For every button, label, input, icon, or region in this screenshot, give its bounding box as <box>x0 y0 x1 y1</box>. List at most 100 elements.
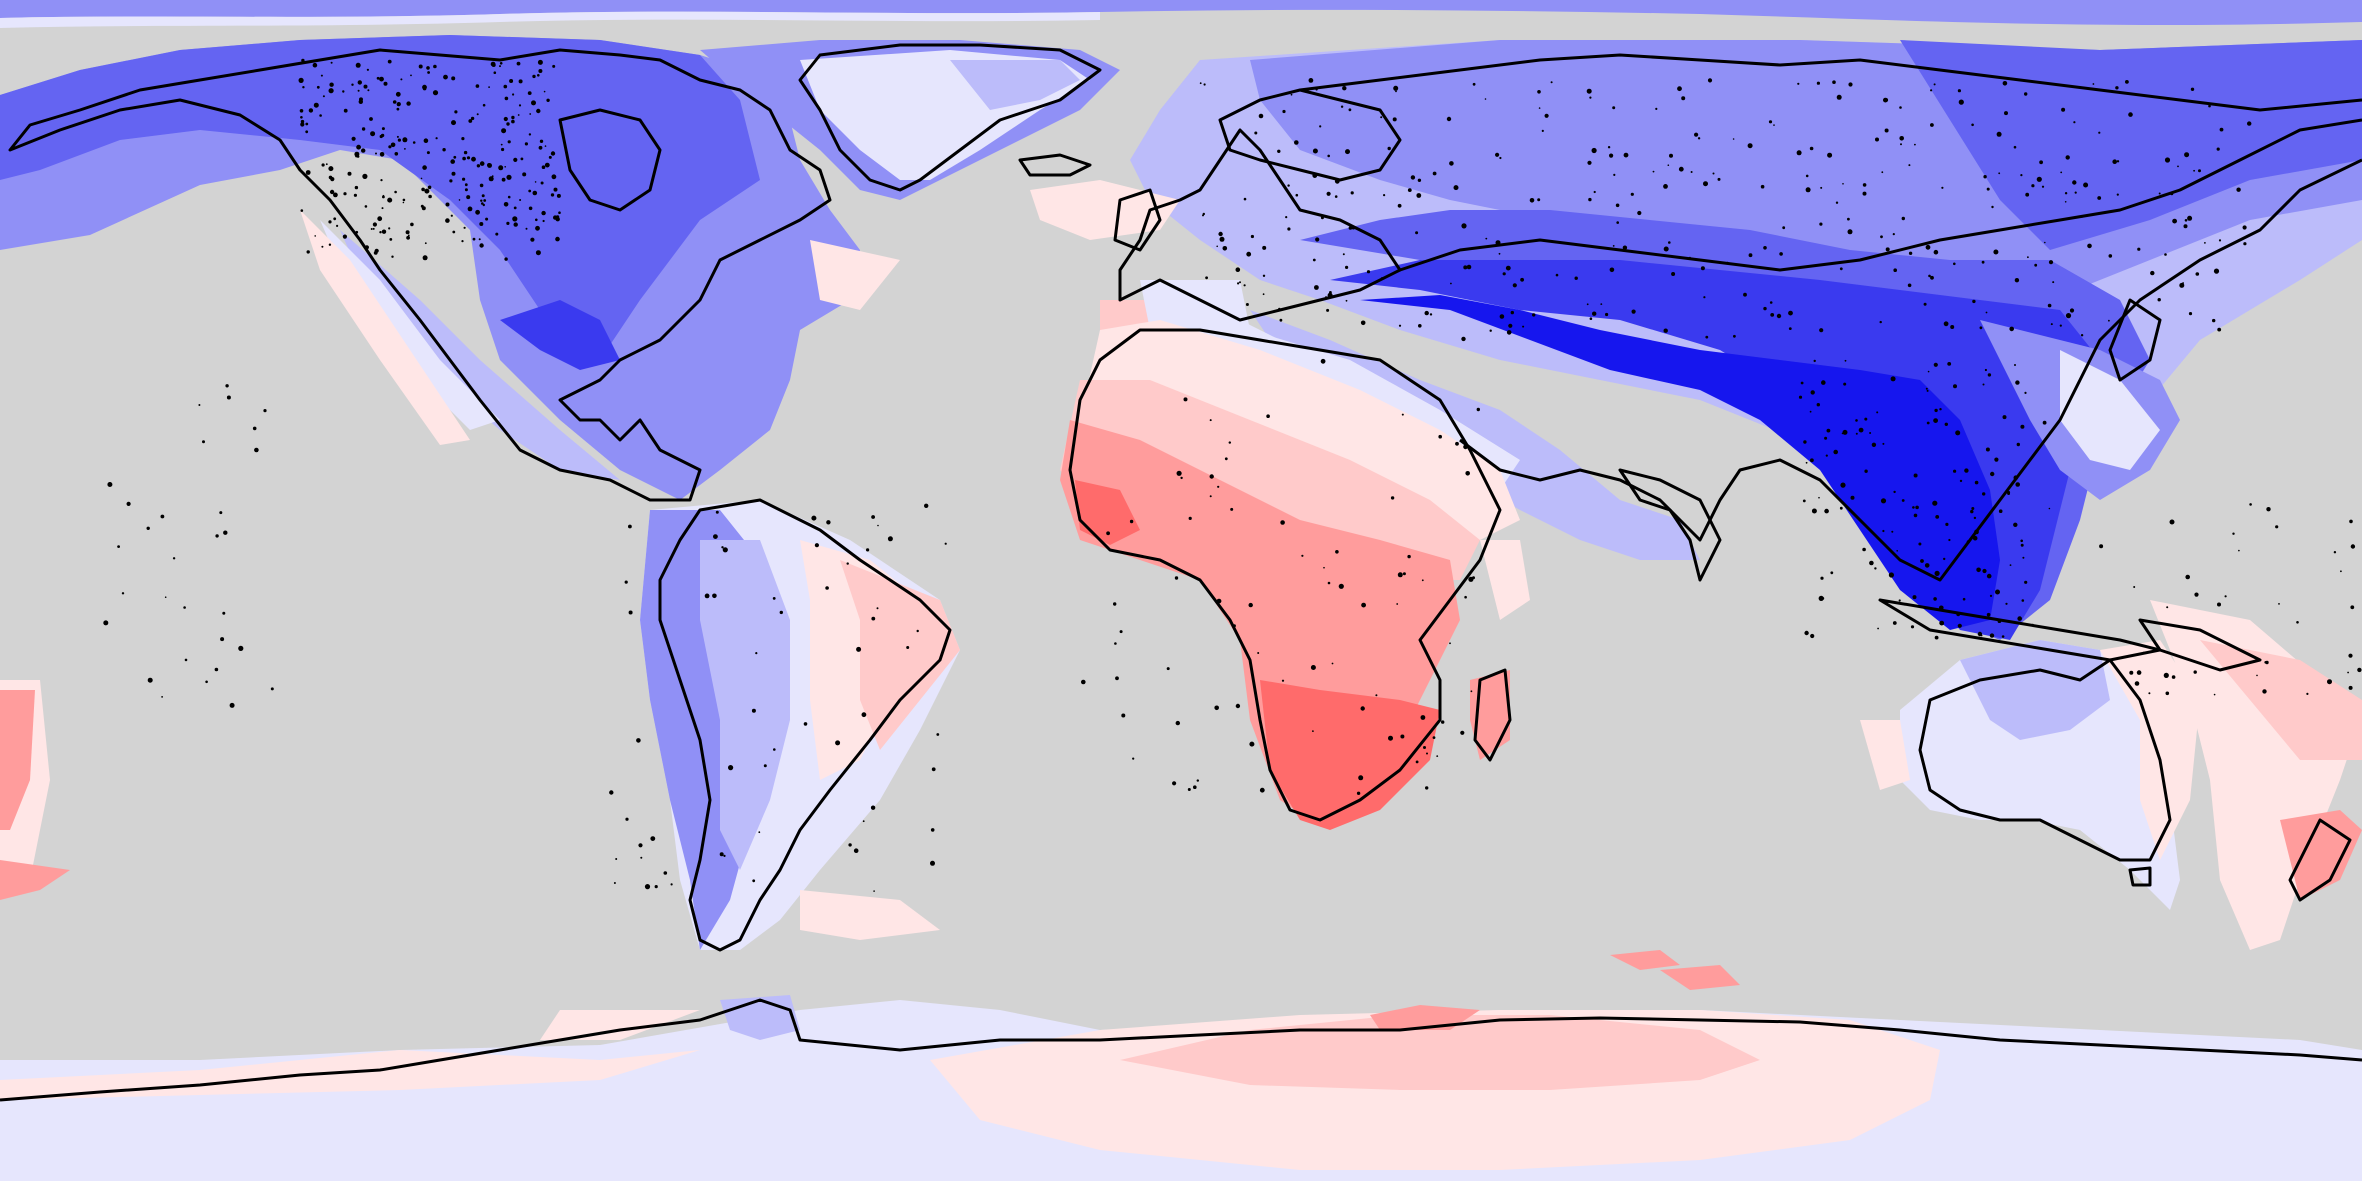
island-dot <box>1997 619 2002 623</box>
island-dot <box>407 234 410 237</box>
island-dot <box>381 229 387 234</box>
island-dot <box>1874 567 1877 570</box>
island-dot <box>1520 277 1524 282</box>
island-dot <box>544 162 550 168</box>
island-dot <box>1441 720 1445 724</box>
island-dot <box>516 61 521 66</box>
island-dot <box>1410 175 1416 180</box>
island-dot <box>500 143 503 146</box>
island-dot <box>452 230 456 234</box>
island-dot <box>2112 159 2117 164</box>
island-dot <box>1446 116 1452 122</box>
island-dot <box>1380 116 1383 119</box>
island-dot <box>482 103 486 107</box>
island-dot <box>480 199 483 202</box>
island-dot <box>1591 147 1597 154</box>
island-dot <box>1948 538 1951 542</box>
island-dot <box>1224 457 1228 461</box>
island-dot <box>1924 563 1930 568</box>
island-dot <box>501 177 506 182</box>
island-dot <box>1605 312 1609 317</box>
island-dot <box>944 542 947 545</box>
island-dot <box>1470 690 1473 693</box>
island-dot <box>343 192 347 196</box>
island-dot <box>1939 408 1942 411</box>
island-dot <box>2232 532 2235 535</box>
island-dot <box>126 501 131 506</box>
island-dot <box>1205 276 1208 280</box>
island-dot <box>107 482 113 487</box>
island-dot <box>485 217 489 221</box>
island-dot <box>1864 469 1868 473</box>
coastline-britain <box>1113 188 1162 252</box>
island-dot <box>504 96 509 101</box>
island-dot <box>254 447 259 453</box>
island-dot <box>1325 296 1327 298</box>
island-dot <box>1763 306 1767 311</box>
island-dot <box>380 179 383 182</box>
island-dot <box>1964 468 1969 473</box>
island-dot <box>396 102 400 107</box>
island-dot <box>2059 324 2062 327</box>
island-dot <box>442 148 446 152</box>
island-dot <box>1912 506 1915 509</box>
island-dot <box>1901 499 1905 502</box>
island-dot <box>1613 173 1616 176</box>
island-dot <box>1986 612 1991 617</box>
coastline-asia <box>1399 118 2362 582</box>
island-dot <box>412 141 416 144</box>
island-dot <box>1998 172 2001 175</box>
island-dot <box>1655 107 1658 110</box>
island-dot <box>1836 94 1842 100</box>
island-dot <box>531 100 536 106</box>
island-dot <box>1879 320 1882 324</box>
island-dot <box>238 645 244 652</box>
island-dot <box>2249 503 2252 506</box>
island-dot <box>640 856 643 859</box>
island-dot <box>539 139 544 143</box>
island-dot <box>305 170 311 175</box>
island-dot <box>2333 551 2337 554</box>
island-dot <box>1630 192 1634 196</box>
island-dot <box>223 530 228 535</box>
island-dot <box>1390 496 1395 500</box>
island-dot <box>1193 785 1197 789</box>
island-dot <box>1506 330 1512 335</box>
island-dot <box>1396 603 1399 605</box>
island-dot <box>513 222 518 227</box>
island-dot <box>471 156 476 162</box>
island-dot <box>1926 389 1929 392</box>
island-dot <box>1216 245 1218 248</box>
island-dot <box>862 820 865 823</box>
island-dot <box>1847 217 1850 221</box>
island-dot <box>1393 85 1399 91</box>
island-dot <box>1495 240 1501 246</box>
island-dot <box>1172 781 1177 786</box>
island-dot <box>1915 505 1919 510</box>
island-dot <box>1315 88 1318 91</box>
island-dot <box>1995 589 2000 595</box>
island-dot <box>433 64 437 69</box>
island-dot <box>1115 676 1119 681</box>
island-dot <box>2013 145 2017 149</box>
island-dot <box>1819 328 1824 333</box>
coastline-south-america <box>658 498 952 952</box>
island-dot <box>2164 157 2171 163</box>
island-dot <box>1495 152 1500 157</box>
island-dot <box>2219 127 2224 132</box>
island-dot <box>1913 513 1918 518</box>
island-dot <box>1266 414 1270 419</box>
island-dot <box>546 98 550 103</box>
island-dot <box>512 216 518 222</box>
island-dot <box>451 171 456 176</box>
island-dot <box>1842 183 1844 185</box>
island-dot <box>1239 281 1241 284</box>
island-dot <box>1912 595 1917 600</box>
island-dot <box>420 177 423 180</box>
island-dot <box>1990 471 1995 477</box>
island-dot <box>1700 266 1705 271</box>
island-dot <box>540 181 544 185</box>
island-dot <box>1933 362 1938 367</box>
island-dot <box>1835 201 1839 204</box>
island-dot <box>1489 329 1492 332</box>
